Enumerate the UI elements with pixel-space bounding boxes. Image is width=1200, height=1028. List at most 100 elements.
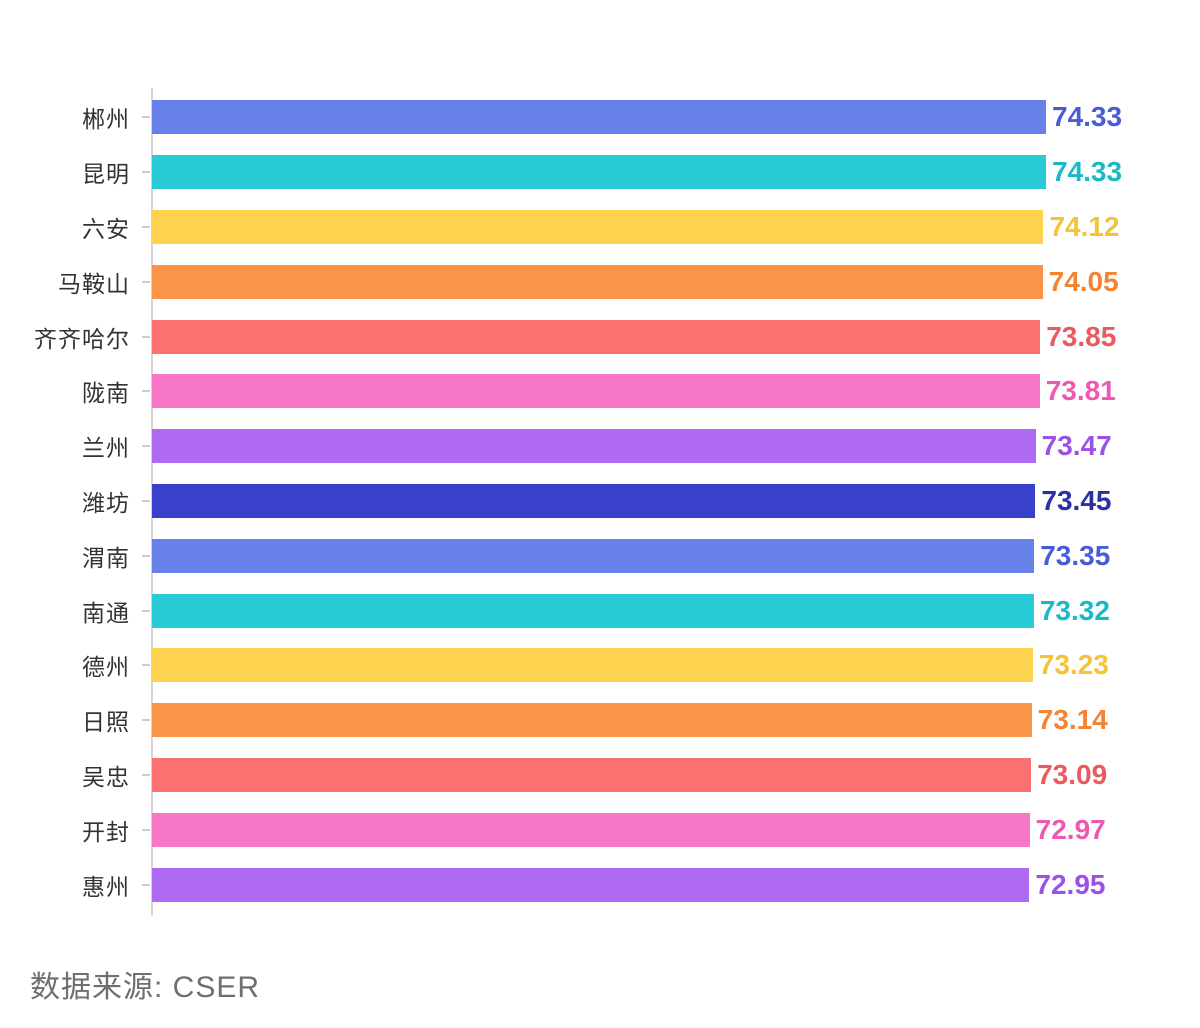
axis-tick xyxy=(142,171,150,174)
bar xyxy=(152,812,1030,847)
bar-row: 德州 73.23 xyxy=(0,638,1200,693)
category-label: 渭南 xyxy=(82,544,130,571)
bar xyxy=(152,648,1033,683)
bar-row: 昆明 74.33 xyxy=(0,145,1200,200)
bar xyxy=(152,757,1032,792)
bar-row: 潍坊 73.45 xyxy=(0,474,1200,529)
category-label-cell: 昆明 xyxy=(0,155,152,189)
category-label-cell: 日照 xyxy=(0,703,152,737)
bar-row: 马鞍山 74.05 xyxy=(0,254,1200,309)
value-label: 73.09 xyxy=(1037,758,1108,790)
bar-row: 日照 73.14 xyxy=(0,693,1200,748)
bar-row: 陇南 73.81 xyxy=(0,364,1200,419)
axis-tick xyxy=(142,609,150,612)
axis-tick xyxy=(142,664,150,667)
value-label: 73.35 xyxy=(1040,539,1111,571)
bar xyxy=(152,209,1044,244)
category-label: 德州 xyxy=(82,654,130,681)
value-label: 73.81 xyxy=(1045,375,1116,407)
axis-tick xyxy=(142,719,150,722)
value-label: 74.33 xyxy=(1052,101,1123,133)
axis-tick xyxy=(142,280,150,283)
category-label-cell: 陇南 xyxy=(0,374,152,408)
value-label: 72.95 xyxy=(1035,868,1106,900)
category-label-cell: 六安 xyxy=(0,210,152,244)
axis-tick xyxy=(142,335,150,338)
axis-tick xyxy=(142,445,150,448)
value-label: 74.33 xyxy=(1052,156,1123,188)
bar-track: 73.47 xyxy=(152,419,1200,474)
bar xyxy=(152,374,1040,409)
bar-row: 南通 73.32 xyxy=(0,583,1200,638)
category-label: 陇南 xyxy=(82,380,130,407)
bar-row: 齐齐哈尔 73.85 xyxy=(0,309,1200,364)
bar-track: 72.95 xyxy=(152,857,1200,912)
category-label-cell: 开封 xyxy=(0,813,152,847)
bar xyxy=(152,867,1030,902)
bar xyxy=(152,100,1046,135)
bar-row: 六安 74.12 xyxy=(0,200,1200,255)
category-label: 马鞍山 xyxy=(58,270,130,297)
bar-track: 73.45 xyxy=(152,474,1200,529)
category-label: 日照 xyxy=(82,709,130,736)
data-source-caption: 数据来源: CSER xyxy=(30,971,261,1004)
value-label: 74.12 xyxy=(1049,210,1120,242)
bar xyxy=(152,538,1035,573)
bar-row: 兰州 73.47 xyxy=(0,419,1200,474)
value-label: 73.47 xyxy=(1041,430,1112,462)
bar-track: 73.14 xyxy=(152,693,1200,748)
axis-tick xyxy=(142,828,150,831)
category-label-cell: 德州 xyxy=(0,648,152,682)
bar-track: 74.12 xyxy=(152,200,1200,255)
bar xyxy=(152,319,1041,354)
axis-tick xyxy=(142,116,150,119)
category-label: 郴州 xyxy=(82,106,130,133)
bar-track: 74.33 xyxy=(152,90,1200,145)
bar-row: 吴忠 73.09 xyxy=(0,748,1200,803)
bar xyxy=(152,483,1036,518)
category-label: 齐齐哈尔 xyxy=(34,325,130,352)
value-label: 73.32 xyxy=(1039,594,1110,626)
category-label-cell: 潍坊 xyxy=(0,484,152,518)
bar-track: 73.23 xyxy=(152,638,1200,693)
bar-track: 74.33 xyxy=(152,145,1200,200)
bar-row: 惠州 72.95 xyxy=(0,857,1200,912)
category-label: 潍坊 xyxy=(82,489,130,516)
value-label: 72.97 xyxy=(1035,813,1106,845)
category-label: 昆明 xyxy=(82,161,130,188)
axis-tick xyxy=(142,773,150,776)
category-label-cell: 南通 xyxy=(0,594,152,628)
category-label-cell: 惠州 xyxy=(0,868,152,902)
bar xyxy=(152,429,1036,464)
axis-tick xyxy=(142,390,150,393)
bar xyxy=(152,593,1034,628)
value-label: 73.23 xyxy=(1038,649,1109,681)
bar xyxy=(152,703,1032,738)
category-label: 吴忠 xyxy=(82,763,130,790)
category-label-cell: 马鞍山 xyxy=(0,265,152,299)
category-label-cell: 渭南 xyxy=(0,539,152,573)
bar-track: 73.09 xyxy=(152,748,1200,803)
axis-tick xyxy=(142,554,150,557)
bar-rows-container: 郴州 74.33 昆明 74.33 六安 74.12 马鞍山 74.05 齐齐哈尔 73.85 陇南… xyxy=(0,90,1200,912)
axis-tick xyxy=(142,499,150,502)
bar-track: 74.05 xyxy=(152,254,1200,309)
value-label: 74.05 xyxy=(1048,265,1119,297)
value-label: 73.14 xyxy=(1037,704,1108,736)
bar-track: 73.81 xyxy=(152,364,1200,419)
category-label: 南通 xyxy=(82,599,130,626)
axis-tick xyxy=(142,883,150,886)
category-label: 兰州 xyxy=(82,435,130,462)
bar-row: 渭南 73.35 xyxy=(0,528,1200,583)
bar-track: 73.32 xyxy=(152,583,1200,638)
category-label-cell: 兰州 xyxy=(0,429,152,463)
category-label-cell: 齐齐哈尔 xyxy=(0,320,152,354)
axis-tick xyxy=(142,225,150,228)
bar xyxy=(152,264,1043,299)
bar-row: 郴州 74.33 xyxy=(0,90,1200,145)
category-label: 惠州 xyxy=(82,873,130,900)
bar xyxy=(152,155,1046,190)
category-label-cell: 吴忠 xyxy=(0,758,152,792)
value-label: 73.45 xyxy=(1041,484,1112,516)
